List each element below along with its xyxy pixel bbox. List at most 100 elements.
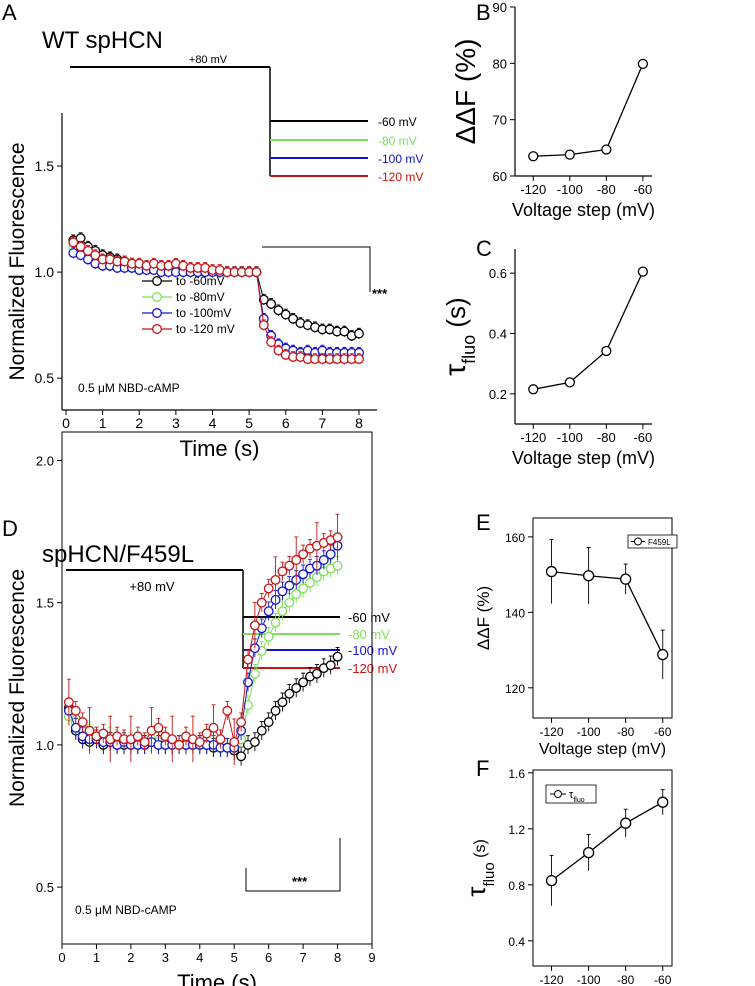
chart-e: -120 -100 -80 -60 120 140 160 Voltage step (mV)…	[474, 517, 678, 758]
legend-marker	[152, 324, 162, 334]
data-point	[325, 660, 336, 671]
y-axis-label: ΔΔF (%)	[450, 39, 481, 145]
panel-letter-b: B	[476, 0, 491, 25]
sig-marker-d: ***	[292, 874, 308, 889]
y-tick-label: 70	[493, 113, 507, 128]
data-point	[68, 237, 79, 248]
y-tick-label: 0.5	[36, 880, 54, 895]
y-tick-label: 1.6	[508, 767, 525, 781]
y-tick-label: 90	[493, 0, 507, 15]
x-tick-label: 2	[135, 415, 143, 431]
data-point	[288, 313, 299, 324]
y-tick-label: 80	[493, 56, 507, 71]
series-0	[545, 789, 669, 906]
protocol-a-step-100: -100 mV	[378, 152, 423, 166]
data-point	[273, 345, 284, 356]
data-point	[90, 250, 101, 261]
legend-marker	[152, 276, 162, 286]
series-0	[528, 58, 649, 162]
data-point	[256, 725, 267, 736]
data-point	[270, 574, 281, 585]
y-tick-label: 0.5	[35, 370, 55, 386]
data-point	[657, 648, 669, 661]
data-point	[266, 337, 277, 348]
y-axis-label: Normalized Fluorescence	[6, 142, 29, 380]
data-point	[325, 549, 336, 560]
data-point	[582, 846, 595, 859]
x-tick-label: 7	[299, 950, 306, 965]
data-point	[84, 725, 95, 736]
y-axis-label: ΔΔF (%)	[474, 586, 493, 650]
data-point	[201, 728, 212, 739]
series-line	[533, 271, 644, 390]
data-point	[153, 722, 164, 733]
y-axis-label: τfluo (s)	[439, 297, 479, 375]
series-1	[63, 556, 343, 757]
panel-letter-f: F	[476, 756, 489, 781]
data-point	[70, 705, 81, 716]
y-tick-label: 1.2	[508, 823, 525, 837]
x-tick-label: 7	[318, 415, 326, 431]
data-point	[284, 597, 295, 608]
plot-frame	[532, 517, 673, 719]
data-point	[273, 305, 284, 316]
x-tick-label: -120	[540, 725, 564, 739]
legend-marker	[152, 308, 162, 318]
protocol-a-step-60: -60 mV	[378, 115, 417, 129]
series-3	[63, 513, 343, 766]
data-point	[564, 149, 575, 160]
protocol-d-step-60: -60 mV	[348, 610, 390, 625]
panel-letter-d: D	[2, 516, 18, 541]
data-point	[194, 737, 205, 747]
x-tick-label: 8	[355, 415, 363, 431]
data-point	[601, 144, 612, 155]
y-tick-label: 2.0	[36, 453, 54, 468]
data-point	[208, 722, 219, 733]
data-point	[277, 606, 288, 617]
legend-label: τfluo	[569, 789, 585, 804]
legend-marker	[634, 537, 642, 546]
protocol-a-step-80: -80 mV	[378, 134, 417, 148]
data-point	[75, 241, 86, 252]
data-point	[77, 717, 88, 728]
data-point	[637, 266, 649, 277]
legend-box	[545, 784, 597, 804]
legend-marker	[152, 292, 162, 302]
data-point	[249, 668, 260, 679]
data-point	[637, 58, 649, 70]
data-point	[528, 384, 539, 395]
panel-letter-c: C	[476, 236, 492, 261]
panel-letter-e: E	[476, 510, 491, 535]
protocol-d-step-120: -120 mV	[348, 661, 397, 676]
legend-a: to -60mV to -80mV to -100mV to -120 mV	[142, 274, 235, 336]
chart-c: -120 -100 -80 -60 0.2 0.4 0.6 Voltage step (mV)…	[439, 249, 655, 468]
protocol-a-hold-label: +80 mV	[189, 54, 228, 66]
protocol-d-step-100: -100 mV	[348, 643, 397, 658]
x-tick-label: -60	[633, 430, 652, 445]
data-point	[263, 583, 274, 594]
data-point	[545, 565, 558, 578]
data-point	[277, 566, 288, 577]
legend-label: to -60mV	[176, 274, 225, 288]
data-point	[258, 294, 269, 305]
y-axis-label: Normalized Fluorescence	[6, 569, 29, 807]
data-point	[601, 345, 612, 357]
panel-letter-a: A	[2, 0, 17, 25]
data-point	[277, 697, 288, 708]
y-tick-label: 140	[505, 606, 525, 620]
x-tick-label: -60	[654, 725, 672, 739]
y-tick-label: 1.0	[36, 738, 54, 753]
series-3	[68, 236, 364, 365]
data-point	[139, 737, 150, 747]
data-point	[263, 631, 274, 642]
data-point	[284, 580, 295, 591]
data-point	[298, 569, 309, 580]
x-tick-label: -100	[557, 182, 583, 197]
series-line	[533, 63, 644, 157]
panel-d-note: 0.5 μM NBD-cAMP	[75, 903, 177, 917]
y-axis-label: τfluo (s)	[461, 839, 498, 897]
y-tick-label: 0.6	[489, 266, 507, 281]
data-point	[339, 326, 350, 337]
data-point	[249, 737, 260, 747]
